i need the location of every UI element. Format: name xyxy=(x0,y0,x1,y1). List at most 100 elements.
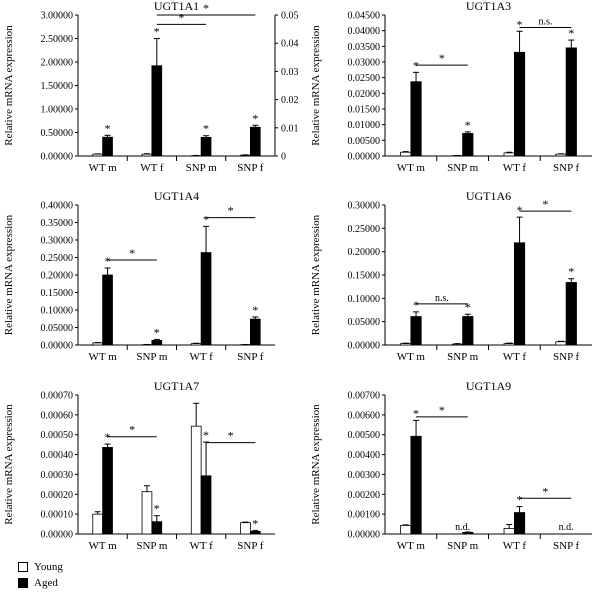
y2-tick-label: 0.01 xyxy=(281,123,299,134)
significance-label: * xyxy=(517,203,523,217)
x-tick-label: SNP f xyxy=(553,351,580,363)
x-tick-label: SNP f xyxy=(553,162,580,174)
y-tick-label: 0.00400 xyxy=(348,450,381,461)
y-tick-label: 3.00000 xyxy=(41,11,74,22)
aged-bar xyxy=(152,66,162,156)
aged-bar xyxy=(103,137,113,156)
y-tick-label: 0.00040 xyxy=(41,450,74,461)
x-tick-label: WT f xyxy=(189,540,213,552)
y-axis-label: Relative mRNA expression xyxy=(3,25,15,146)
young-bar xyxy=(401,344,411,345)
y-tick-label: 0.03500 xyxy=(348,42,381,53)
y2-tick-label: 0.02 xyxy=(281,95,299,106)
significance-label: * xyxy=(252,516,258,530)
y-tick-label: 0.30000 xyxy=(348,201,381,212)
y2-tick-label: 0.04 xyxy=(281,39,299,50)
y-tick-label: 0.00200 xyxy=(348,490,381,501)
y-tick-label: 0.00500 xyxy=(348,430,381,441)
significance-label: * xyxy=(203,122,209,136)
y-tick-label: 0.00070 xyxy=(41,391,74,402)
aged-bar xyxy=(250,531,260,534)
young-swatch xyxy=(18,562,28,572)
comparison-label: * xyxy=(542,484,548,498)
young-bar xyxy=(401,152,411,156)
y-tick-label: 0.00000 xyxy=(41,152,74,163)
y-tick-label: 0.25000 xyxy=(348,224,381,235)
y-tick-label: 0.00030 xyxy=(41,470,74,481)
y-tick-label: 0.15000 xyxy=(41,288,74,299)
legend-item-young: Young xyxy=(18,560,63,574)
chart-title: UGT1A3 xyxy=(466,0,511,13)
aged-bar xyxy=(566,282,576,345)
y-axis-label: Relative mRNA expression xyxy=(3,404,15,525)
y-tick-label: 0.00010 xyxy=(41,510,74,521)
aged-bar xyxy=(411,82,421,156)
chart-title: UGT1A4 xyxy=(154,189,199,203)
y2-tick-label: 0.03 xyxy=(281,67,299,78)
x-tick-label: SNP f xyxy=(237,162,264,174)
x-tick-label: SNP f xyxy=(237,351,264,363)
young-bar xyxy=(556,342,566,345)
y-tick-label: 0.40000 xyxy=(41,201,74,212)
aged-bar xyxy=(250,319,260,345)
aged-bar xyxy=(201,476,211,534)
y-tick-label: 0.03000 xyxy=(348,58,381,69)
y-tick-label: 0.00300 xyxy=(348,470,381,481)
y-tick-label: 0.25000 xyxy=(41,253,74,264)
significance-label: * xyxy=(568,26,574,40)
aged-swatch xyxy=(18,578,28,588)
significance-label: * xyxy=(413,298,419,312)
y-tick-label: 0.00100 xyxy=(348,510,381,521)
aged-bar xyxy=(463,317,473,345)
y-tick-label: 0.00000 xyxy=(41,530,74,541)
legend: Young Aged xyxy=(18,560,63,592)
y-tick-label: 0.00060 xyxy=(41,410,74,421)
y-tick-label: 0.01500 xyxy=(348,105,381,116)
x-tick-label: WT m xyxy=(397,162,426,174)
x-tick-label: WT f xyxy=(503,540,527,552)
y-tick-label: 2.00000 xyxy=(41,58,74,69)
comparison-label: * xyxy=(129,246,135,260)
legend-item-aged: Aged xyxy=(18,576,63,590)
significance-label: * xyxy=(203,212,209,226)
x-tick-label: WT f xyxy=(503,162,527,174)
aged-bar xyxy=(201,137,211,156)
young-bar xyxy=(93,343,103,345)
chart-title: UGT1A9 xyxy=(466,379,511,393)
x-tick-label: WT m xyxy=(89,162,118,174)
significance-label: * xyxy=(105,254,111,268)
significance-label: * xyxy=(154,25,160,39)
y-tick-label: 0.00050 xyxy=(41,430,74,441)
y-tick-label: 0.35000 xyxy=(41,218,74,229)
y-tick-label: 0.05000 xyxy=(41,323,74,334)
x-tick-label: WT m xyxy=(397,540,426,552)
young-bar xyxy=(142,492,152,534)
y-tick-label: 0.10000 xyxy=(41,306,74,317)
aged-bar xyxy=(514,52,524,156)
young-bar xyxy=(504,528,514,534)
y-tick-label: 0.00600 xyxy=(348,410,381,421)
x-tick-label: WT m xyxy=(89,351,118,363)
significance-label: * xyxy=(465,118,471,132)
x-tick-label: WT f xyxy=(189,351,213,363)
y-tick-label: 0.01000 xyxy=(348,120,381,131)
y2-tick-label: 0.05 xyxy=(281,11,299,22)
aged-bar xyxy=(566,48,576,156)
significance-label: n.d. xyxy=(559,522,574,533)
y-tick-label: 1.00000 xyxy=(41,105,74,116)
aged-bar xyxy=(103,447,113,534)
x-tick-label: SNP m xyxy=(447,540,479,552)
young-bar xyxy=(191,344,201,345)
x-tick-label: WT f xyxy=(140,162,164,174)
y-tick-label: 0.00700 xyxy=(348,391,381,402)
y-tick-label: 0.30000 xyxy=(41,236,74,247)
y-tick-label: 0.10000 xyxy=(348,294,381,305)
x-tick-label: WT m xyxy=(397,351,426,363)
comparison-label: * xyxy=(203,1,209,15)
x-tick-label: SNP m xyxy=(447,351,479,363)
x-tick-label: SNP m xyxy=(186,162,218,174)
y2-tick-label: 0 xyxy=(281,152,286,163)
y-tick-label: 0.20000 xyxy=(348,247,381,258)
